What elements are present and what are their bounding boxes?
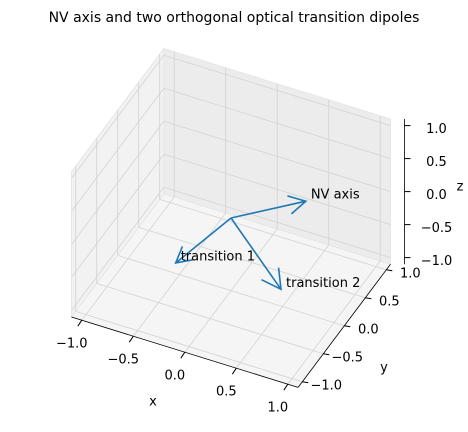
z-tick-label: 1.0 bbox=[426, 122, 447, 137]
x-tick bbox=[231, 367, 237, 375]
x-tick-label: 0.0 bbox=[164, 369, 185, 384]
y-axis-line bbox=[297, 263, 391, 388]
y-tick-label: 1.0 bbox=[400, 266, 421, 281]
y-tick bbox=[386, 269, 393, 272]
y-tick bbox=[302, 381, 309, 384]
x-tick bbox=[128, 335, 134, 343]
x-tick-label: 1.0 bbox=[267, 401, 288, 416]
y-tick-label: 0.0 bbox=[358, 322, 379, 337]
grid-line bbox=[163, 87, 391, 159]
y-tick-label: −0.5 bbox=[332, 350, 364, 365]
z-tick-label: −1.0 bbox=[421, 254, 453, 269]
y-tick bbox=[344, 325, 351, 328]
grid-line bbox=[117, 255, 345, 327]
x-tick bbox=[283, 383, 289, 391]
x-tick-label: −1.0 bbox=[56, 337, 88, 352]
grid-line bbox=[159, 199, 387, 271]
y-tick bbox=[365, 297, 372, 300]
x-tick-label: 0.5 bbox=[216, 385, 237, 400]
x-axis-label: x bbox=[149, 395, 157, 410]
arrow-label: NV axis bbox=[311, 188, 360, 203]
arrow bbox=[174, 217, 232, 265]
y-tick-label: −1.0 bbox=[311, 378, 343, 393]
chart-title: NV axis and two orthogonal optical trans… bbox=[49, 10, 420, 26]
grid-line bbox=[75, 311, 303, 383]
grid-line bbox=[71, 186, 165, 311]
grid-line bbox=[163, 153, 391, 225]
arrow bbox=[230, 195, 308, 219]
y-tick bbox=[323, 353, 330, 356]
grid-line bbox=[71, 120, 165, 245]
x-tick bbox=[77, 319, 83, 327]
x-axis-line bbox=[71, 316, 299, 388]
z-tick-label: −0.5 bbox=[421, 221, 453, 236]
grid-line bbox=[138, 227, 366, 299]
x-tick-label: −0.5 bbox=[108, 353, 140, 368]
grid-line bbox=[96, 283, 324, 355]
arrow-label: transition 1 bbox=[181, 249, 255, 264]
grid-line bbox=[71, 54, 165, 179]
y-tick-label: 0.5 bbox=[379, 294, 400, 309]
z-axis-label: z bbox=[457, 180, 464, 195]
grid-line bbox=[163, 186, 391, 258]
arrow-label: transition 2 bbox=[286, 276, 360, 291]
y-axis-label: y bbox=[380, 361, 388, 376]
grid-line bbox=[163, 120, 391, 192]
x-tick bbox=[180, 351, 186, 359]
grid-line bbox=[71, 87, 165, 212]
grid-line bbox=[71, 153, 165, 278]
z-tick-label: 0.0 bbox=[426, 188, 447, 203]
grid-line bbox=[163, 54, 391, 126]
z-tick-label: 0.5 bbox=[426, 155, 447, 170]
arrow bbox=[230, 217, 282, 291]
